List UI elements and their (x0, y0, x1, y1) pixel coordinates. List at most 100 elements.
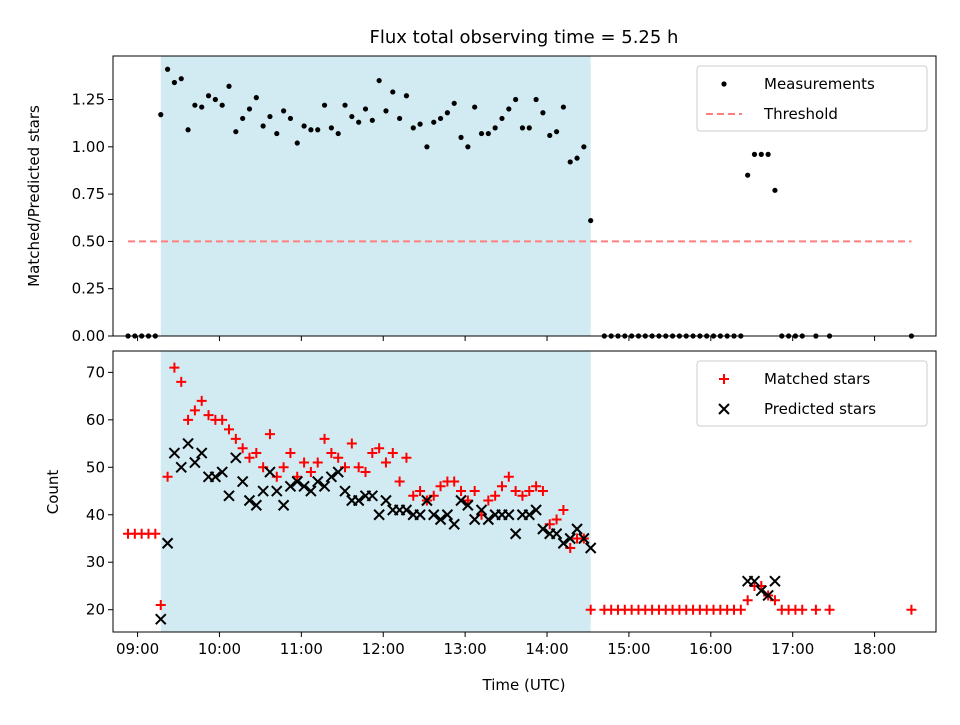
legend-label: Measurements (764, 75, 875, 93)
measurements-point (574, 155, 580, 161)
predicted-stars-point (462, 499, 474, 511)
x-tick-label: 09:00 (116, 640, 159, 658)
matched-stars-point (374, 443, 385, 454)
predicted-stars-point (257, 485, 269, 497)
measurements-point (349, 113, 355, 120)
measurements-point (526, 125, 532, 131)
predicted-stars-point (223, 490, 235, 502)
measurements-point (246, 106, 253, 112)
measurements-point (240, 115, 246, 122)
predicted-stars-point (482, 513, 495, 526)
measurements-point (451, 100, 457, 106)
matched-stars-point (469, 486, 480, 497)
matched-stars-point (299, 457, 310, 468)
matched-stars-point (196, 395, 207, 406)
measurements-point (171, 79, 178, 86)
x-tick-label: 13:00 (444, 640, 487, 658)
predicted-stars-point (209, 471, 222, 483)
measurements-point (485, 130, 491, 137)
predicted-stars-point (455, 494, 467, 507)
matched-stars-point (510, 486, 521, 497)
predicted-stars-point (421, 494, 433, 507)
legend-1: Matched stars Predicted stars (696, 360, 928, 427)
matched-stars-point (326, 448, 337, 459)
predicted-stars-point (441, 509, 454, 521)
predicted-stars-point (557, 537, 570, 549)
matched-stars-point (585, 604, 596, 615)
measurements-point (465, 144, 471, 150)
matched-stars-point (230, 433, 241, 444)
predicted-stars-point (769, 575, 781, 587)
y-tick-label: 50 (86, 458, 105, 476)
predicted-stars-point (216, 466, 228, 478)
matched-stars-point (278, 462, 289, 473)
matched-stars-point (155, 599, 166, 610)
measurements-point (274, 130, 280, 137)
top-panel: 0.00 0.25 0.50 0.75 1.00 1.25 Measurements Thre… (72, 55, 937, 345)
measurements-point (294, 140, 300, 146)
measurements-point (205, 93, 212, 99)
matched-stars-point (346, 438, 357, 449)
measurements-point (185, 127, 191, 133)
measurements-point (472, 104, 478, 110)
matched-stars-point (810, 604, 821, 615)
predicted-stars-point (298, 480, 310, 492)
predicted-stars-point (448, 518, 460, 530)
measurements-point (417, 121, 423, 127)
predicted-stars-point (475, 504, 488, 516)
x-tick-label: 14:00 (525, 640, 568, 658)
x-tick-label: 12:00 (362, 640, 405, 658)
matched-stars-point (537, 486, 548, 497)
matched-stars-point (189, 405, 200, 416)
predicted-stars-point (305, 485, 317, 497)
top-ylabel: Matched/Predicted stars (25, 105, 43, 287)
measurements-point (765, 151, 771, 157)
measurements-point (588, 217, 594, 224)
matched-stars-point (380, 457, 391, 468)
measurements-point (356, 119, 362, 125)
predicted-stars-point (400, 504, 413, 516)
measurements-point (328, 125, 334, 131)
predicted-stars-point (380, 494, 392, 507)
matched-stars-point (456, 486, 467, 497)
measurements-point (281, 108, 287, 114)
measurements-point (560, 104, 566, 110)
measurements-point (260, 123, 266, 129)
measurements-point (390, 89, 396, 95)
matched-stars-point (483, 495, 494, 506)
matched-stars-point (742, 595, 753, 606)
predicted-stars-point (277, 499, 290, 511)
measurements-point (540, 110, 546, 116)
predicted-stars-point (284, 480, 297, 492)
predicted-stars-point (366, 490, 379, 502)
measurements-point (772, 187, 778, 193)
matched-stars-point (524, 486, 535, 497)
predicted-stars-point (564, 532, 576, 545)
measurements-point (287, 115, 294, 122)
observing-span-0 (160, 56, 591, 336)
predicted-stars-point (571, 523, 583, 535)
measurements-point (513, 96, 519, 103)
x-tick-label: 16:00 (689, 640, 732, 658)
matched-stars-point (176, 376, 187, 387)
y-tick-label: 1.25 (72, 91, 105, 109)
matched-stars-point (824, 604, 835, 615)
predicted-stars-point (578, 532, 590, 545)
predicted-stars-point (155, 613, 167, 625)
legend-label: Matched stars (764, 370, 870, 388)
measurements-point (397, 115, 403, 122)
predicted-stars-point (189, 456, 201, 469)
measurements-point (212, 96, 218, 103)
matched-stars-point (251, 448, 262, 459)
matched-stars-point (503, 471, 514, 482)
measurements-point (533, 96, 539, 103)
matched-stars-point (558, 505, 569, 516)
y-tick-label: 0.50 (72, 232, 105, 250)
measurements-point (369, 117, 375, 123)
predicted-stars-point (175, 461, 187, 473)
matched-stars-point (264, 429, 275, 440)
matched-stars-point (224, 424, 235, 435)
predicted-stars-point (748, 575, 761, 587)
measurements-point (567, 159, 573, 165)
matched-stars-point (490, 490, 501, 501)
